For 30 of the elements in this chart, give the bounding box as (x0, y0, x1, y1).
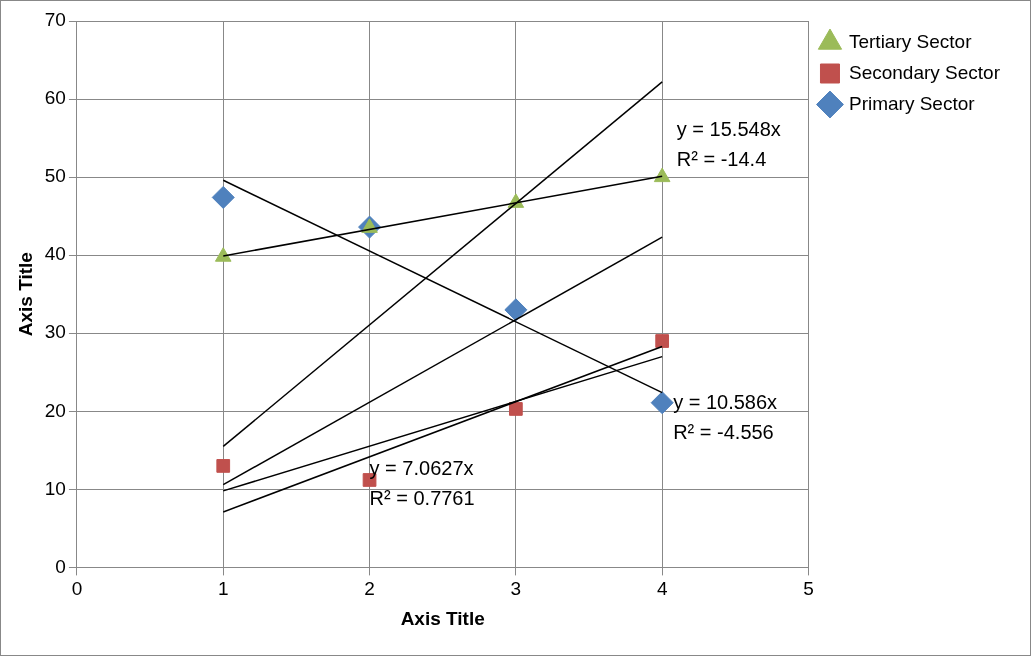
y-tick-label: 60 (44, 87, 66, 109)
point (216, 459, 231, 473)
y-axis-title: Axis Title (14, 252, 36, 337)
point (655, 334, 670, 348)
point (214, 247, 232, 262)
annotation: y = 10.586x R² = -4.556 (673, 391, 778, 443)
y-tick-label: 30 (44, 321, 66, 343)
point (653, 167, 671, 183)
legend-label: Primary Sector (848, 92, 976, 114)
x-tick-label: 1 (217, 578, 229, 600)
y-tick-label: 0 (55, 555, 66, 577)
y-tick-label: 50 (44, 165, 66, 187)
legend-label: Tertiary Sector (848, 30, 973, 52)
x-tick-label: 4 (656, 578, 668, 600)
point (650, 391, 674, 415)
x-tick-label: 5 (803, 578, 814, 600)
point (508, 402, 523, 416)
annotation: y = 7.0627x R² = 0.7761 (369, 456, 475, 509)
y-tick-label: 10 (44, 477, 66, 499)
x-tick-label: 3 (510, 578, 522, 600)
point (504, 298, 528, 322)
legend-label: Secondary Sector (848, 61, 1001, 83)
y-tick-label: 70 (44, 9, 66, 31)
y-tick-label: 40 (44, 243, 66, 265)
x-axis-title: Axis Title (400, 607, 485, 629)
y-tick-label: 20 (44, 399, 66, 421)
point (211, 185, 235, 209)
annotation: y = 15.548x R² = -14.4 (676, 117, 781, 170)
x-tick-label: 0 (71, 578, 83, 600)
x-tick-label: 2 (364, 578, 375, 600)
